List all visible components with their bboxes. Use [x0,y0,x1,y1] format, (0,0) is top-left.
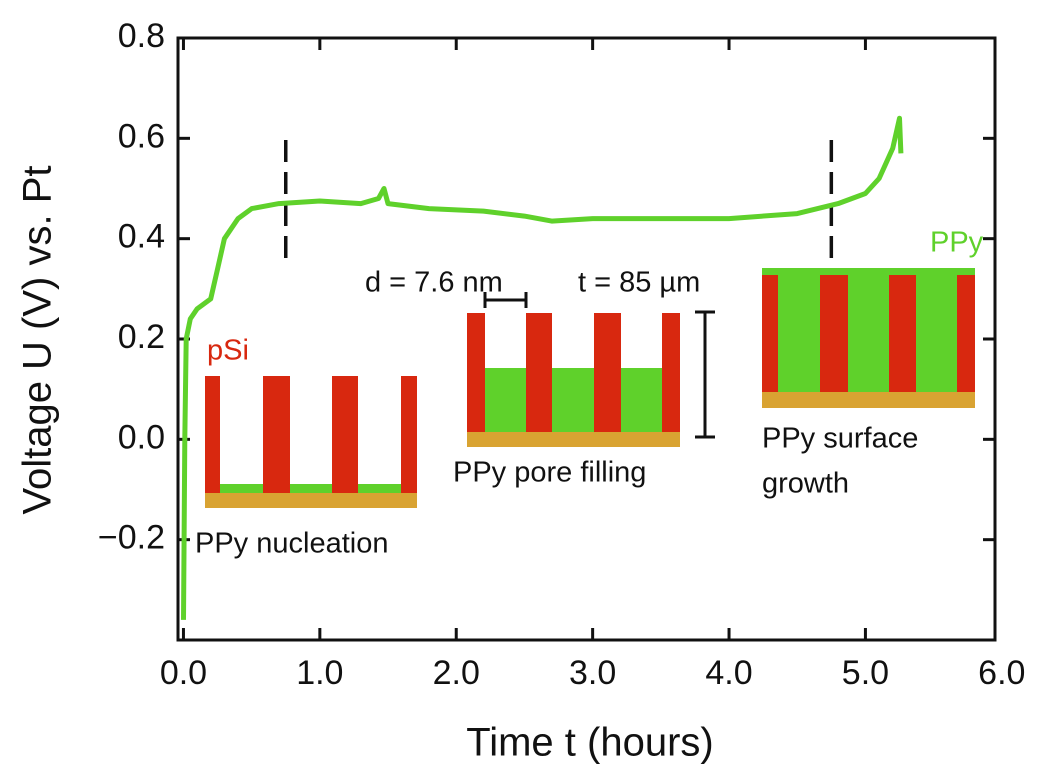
x-tick-label: 5.0 [842,654,889,692]
y-tick-label: 0.2 [118,318,165,356]
annotation: t = 85 µm [578,267,700,299]
y-tick-label: 0.6 [118,117,165,155]
inset-nucleation [205,376,417,508]
y-tick-label: −0.2 [98,519,165,557]
x-tick-label: 0.0 [160,654,207,692]
y-tick-label: 0.0 [118,418,165,456]
y-tick-label: 0.4 [118,218,165,256]
annotation: pSi [207,335,249,367]
annotation: PPy nucleation [195,528,388,560]
x-axis-label: Time t (hours) [466,721,713,765]
annotation: growth [762,468,849,500]
x-tick-label: 1.0 [296,654,343,692]
x-tick-label: 4.0 [705,654,752,692]
x-tick-label: 6.0 [978,654,1025,692]
annotation: PPy pore filling [453,457,646,489]
inset-pore-filling [467,292,715,447]
annotation: d = 7.6 nm [365,267,503,299]
inset-surface-growth [762,268,975,408]
annotation: PPy surface [762,423,918,455]
x-tick-label: 2.0 [433,654,480,692]
y-tick-label: 0.8 [118,17,165,55]
data-line [181,115,904,620]
y-axis-label: Voltage U (V) vs. Pt [16,165,60,514]
x-tick-label: 3.0 [569,654,616,692]
annotation: PPy [930,227,984,259]
